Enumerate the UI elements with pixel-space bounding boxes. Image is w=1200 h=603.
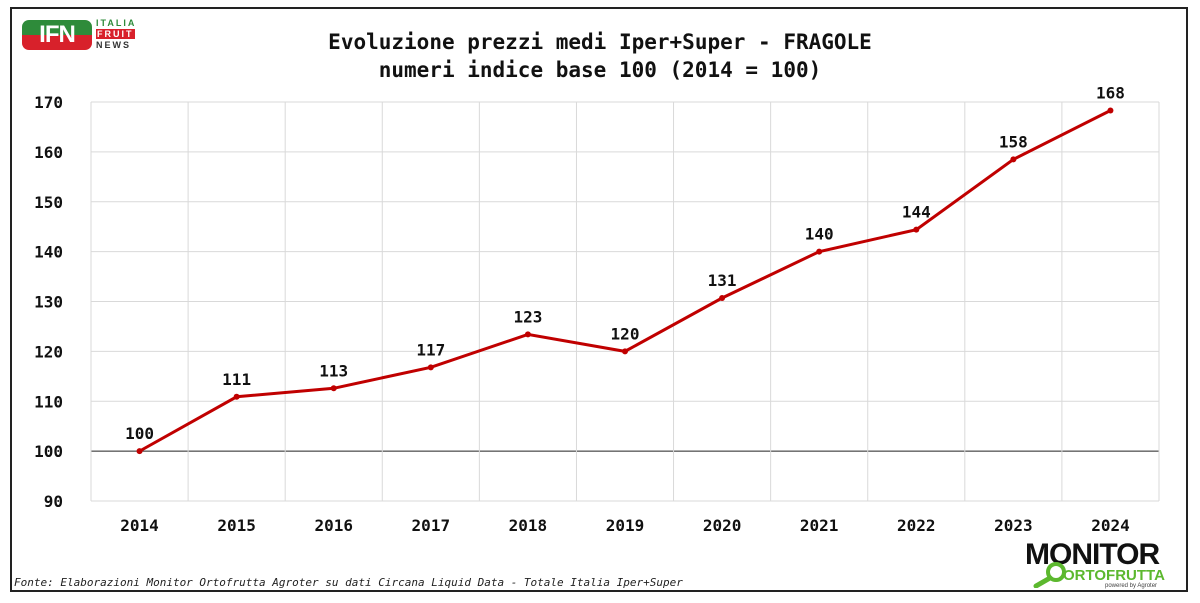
brand-line2: ORTOFRUTTA — [1063, 567, 1165, 584]
data-label: 158 — [999, 132, 1028, 151]
ifn-logo-text: IFN — [39, 21, 76, 48]
x-tick-label: 2021 — [800, 516, 839, 535]
data-point — [427, 364, 434, 371]
y-tick-label: 100 — [34, 442, 63, 461]
data-label: 100 — [125, 424, 154, 443]
data-label: 144 — [902, 203, 931, 222]
chart-title: Evoluzione prezzi medi Iper+Super - FRAG… — [328, 30, 872, 54]
data-label: 117 — [416, 340, 445, 359]
data-point — [524, 331, 531, 338]
y-tick-label: 150 — [34, 193, 63, 212]
x-tick-label: 2017 — [412, 516, 451, 535]
x-tick-label: 2016 — [314, 516, 353, 535]
source-note: Fonte: Elaborazioni Monitor Ortofrutta A… — [14, 576, 683, 589]
x-tick-label: 2018 — [509, 516, 548, 535]
data-point — [1107, 107, 1114, 114]
data-label: 168 — [1096, 83, 1125, 102]
y-tick-label: 140 — [34, 243, 63, 262]
x-tick-label: 2019 — [606, 516, 645, 535]
data-point — [622, 348, 628, 355]
data-point — [233, 393, 240, 400]
data-point — [1010, 156, 1017, 163]
data-point — [816, 248, 823, 255]
x-tick-label: 2015 — [217, 516, 256, 535]
chart-frame — [10, 7, 1188, 592]
ifn-logo-line: FRUIT — [96, 29, 135, 39]
y-tick-label: 90 — [44, 492, 63, 511]
data-point — [913, 226, 920, 233]
data-label: 113 — [319, 361, 348, 380]
y-tick-label: 160 — [34, 143, 63, 162]
data-point — [719, 295, 726, 302]
monitor-ortofrutta-logo: MONITOR ORTOFRUTTA powered by Agroter — [1025, 538, 1180, 590]
x-tick-label: 2014 — [120, 516, 159, 535]
ifn-logo-line: ITALIA — [96, 18, 137, 28]
y-tick-label: 120 — [34, 342, 63, 361]
data-label: 120 — [611, 324, 640, 343]
magnifier-icon — [1033, 562, 1066, 588]
y-tick-label: 110 — [34, 392, 63, 411]
x-tick-label: 2022 — [897, 516, 936, 535]
x-tick-label: 2023 — [994, 516, 1033, 535]
data-label: 111 — [222, 370, 251, 389]
brand-line1: MONITOR — [1025, 538, 1160, 571]
data-point — [136, 448, 143, 455]
brand-line3: powered by Agroter — [1105, 583, 1158, 589]
x-tick-label: 2024 — [1091, 516, 1130, 535]
x-tick-label: 2020 — [703, 516, 742, 535]
data-label: 140 — [805, 225, 834, 244]
ifn-logo-line: NEWS — [96, 40, 131, 50]
data-point — [330, 385, 337, 392]
y-tick-label: 130 — [34, 293, 63, 312]
chart-subtitle: numeri indice base 100 (2014 = 100) — [378, 58, 822, 82]
data-label: 123 — [513, 307, 542, 326]
data-label: 131 — [708, 271, 737, 290]
y-tick-label: 170 — [34, 93, 63, 112]
